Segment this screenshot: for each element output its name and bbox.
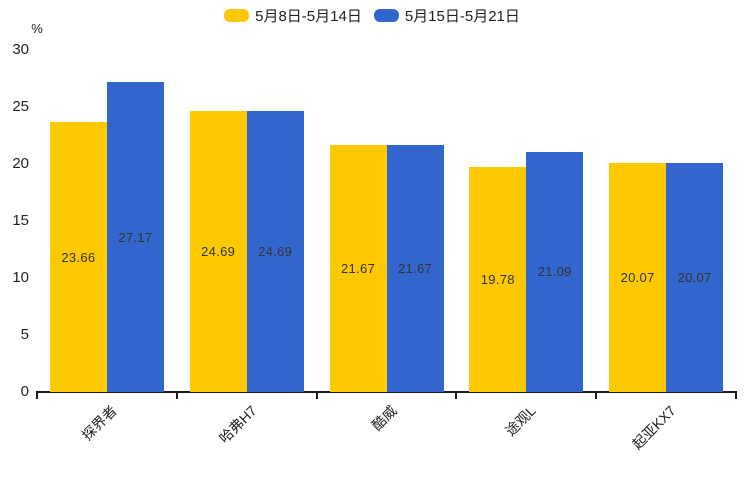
bar-series1: 24.69 <box>189 110 247 392</box>
y-axis-tick-label: 5 <box>20 326 29 343</box>
x-axis-category-label: 途观L <box>502 402 540 440</box>
x-axis-category-label: 探界者 <box>78 402 120 444</box>
bar-value-label: 20.07 <box>677 270 712 286</box>
bar-series2: 21.09 <box>526 151 584 392</box>
x-axis-line <box>37 391 736 393</box>
bar-series2: 21.67 <box>386 144 444 392</box>
legend-swatch-week1-icon <box>224 9 250 22</box>
y-axis-tick-label: 15 <box>12 212 29 229</box>
bar-series2: 20.07 <box>666 163 724 392</box>
x-axis-category-label: 酷威 <box>368 402 400 434</box>
legend-label-week2: 5月15日-5月21日 <box>404 8 520 25</box>
chart-legend: 5月8日-5月14日 5月15日-5月21日 <box>0 5 744 26</box>
bar-value-label: 20.07 <box>620 270 655 286</box>
bar-series2: 27.17 <box>106 82 164 392</box>
x-axis-category-label: 哈弗H7 <box>215 402 260 447</box>
y-axis-tick-label: 25 <box>12 98 29 115</box>
x-axis-tick <box>36 391 38 399</box>
bar-series1: 20.07 <box>609 163 667 392</box>
x-axis-tick <box>175 391 178 399</box>
y-axis-tick-label: 30 <box>12 41 29 58</box>
legend-swatch-week2-icon <box>373 9 399 22</box>
bar-value-label: 27.17 <box>118 229 153 245</box>
bar-value-label: 23.66 <box>61 249 96 265</box>
bar-series1: 21.67 <box>329 144 387 392</box>
x-axis-tick <box>595 391 598 399</box>
y-axis-unit-label: % <box>31 21 43 36</box>
bar-series1: 23.66 <box>49 122 107 392</box>
bar-value-label: 21.67 <box>340 260 376 276</box>
bar-series2: 24.69 <box>246 110 304 392</box>
y-axis-tick-label: 10 <box>12 269 29 286</box>
bar-value-label: 24.69 <box>201 243 236 259</box>
bar-value-label: 19.78 <box>480 271 515 287</box>
bar-value-label: 21.09 <box>537 264 572 280</box>
bar-value-label: 24.69 <box>258 243 293 259</box>
y-axis-tick-label: 20 <box>12 155 29 172</box>
bar-value-label: 21.67 <box>397 260 433 276</box>
bar-series1: 19.78 <box>469 166 527 392</box>
legend-item-week2: 5月15日-5月21日 <box>373 5 520 26</box>
x-axis-tick <box>735 391 737 399</box>
legend-label-week1: 5月8日-5月14日 <box>255 8 362 25</box>
legend-item-week1: 5月8日-5月14日 <box>224 5 362 26</box>
y-axis-tick-label: 0 <box>20 383 29 400</box>
x-axis-tick <box>315 391 318 399</box>
x-axis-category-label: 起亚KX7 <box>628 402 679 453</box>
x-axis-tick <box>455 391 458 399</box>
